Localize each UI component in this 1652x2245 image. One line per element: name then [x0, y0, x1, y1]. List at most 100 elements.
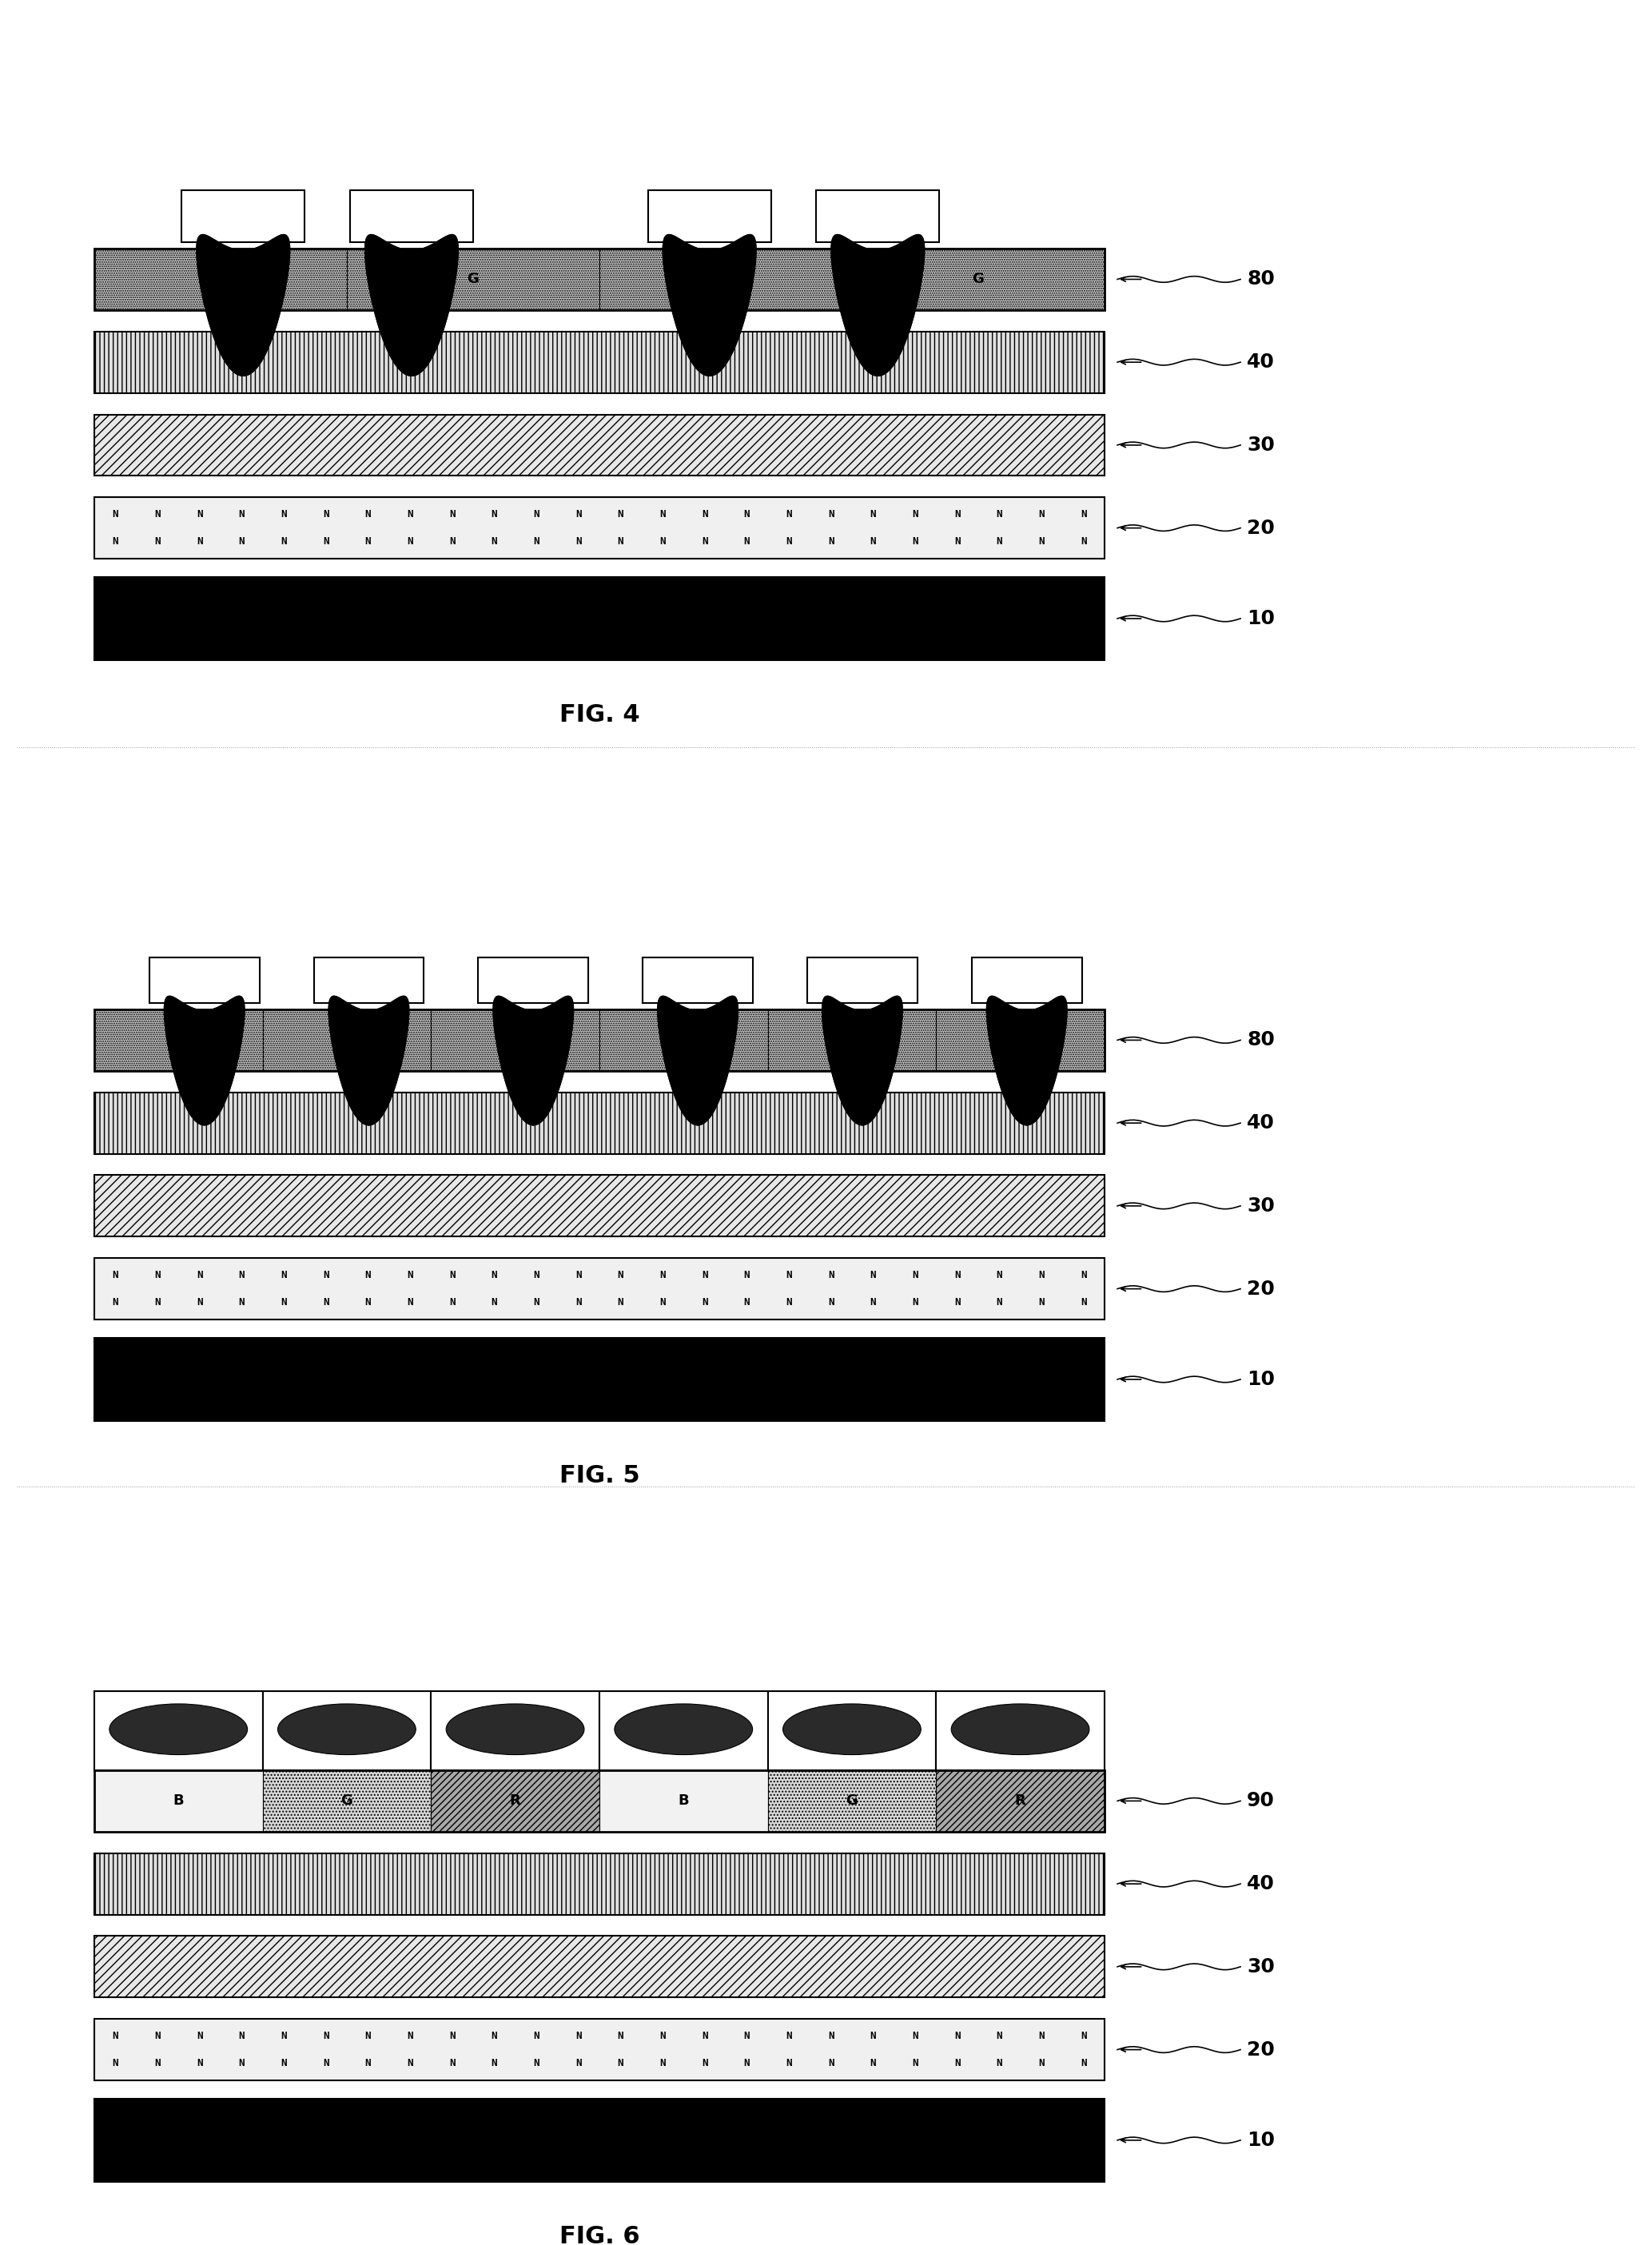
Text: N: N — [702, 2032, 707, 2041]
Text: N: N — [786, 510, 791, 519]
Text: G: G — [468, 272, 479, 287]
Text: N: N — [1039, 1271, 1044, 1280]
Text: N: N — [743, 537, 750, 548]
Text: N: N — [659, 537, 666, 548]
Bar — [94, 1257, 1105, 1320]
Bar — [937, 1771, 1105, 1832]
Text: N: N — [154, 1271, 160, 1280]
Text: N: N — [618, 537, 623, 548]
Text: N: N — [197, 2032, 203, 2041]
Bar — [182, 191, 304, 242]
Bar — [431, 1771, 600, 1832]
Text: N: N — [1080, 537, 1087, 548]
Text: N: N — [618, 1298, 623, 1307]
Text: N: N — [197, 510, 203, 519]
Bar — [94, 1935, 1105, 1998]
Text: N: N — [491, 2059, 497, 2068]
Text: N: N — [238, 510, 244, 519]
Text: B: B — [677, 1033, 689, 1048]
Bar — [94, 1690, 263, 1771]
Text: 90: 90 — [1247, 1792, 1275, 1809]
Text: N: N — [702, 510, 707, 519]
Text: 40: 40 — [1247, 1875, 1275, 1893]
Text: N: N — [743, 1298, 750, 1307]
Text: N: N — [575, 510, 582, 519]
Text: FIG. 4: FIG. 4 — [558, 703, 639, 725]
Text: N: N — [996, 1271, 1003, 1280]
Bar — [852, 249, 1105, 310]
Text: N: N — [322, 537, 329, 548]
Text: N: N — [575, 1271, 582, 1280]
Text: N: N — [912, 2059, 919, 2068]
Text: G: G — [846, 1794, 857, 1807]
Text: N: N — [238, 1298, 244, 1307]
Text: N: N — [365, 1271, 370, 1280]
Text: N: N — [238, 2059, 244, 2068]
Text: N: N — [197, 1271, 203, 1280]
Text: N: N — [365, 2032, 370, 2041]
Polygon shape — [662, 236, 757, 375]
Text: N: N — [912, 1298, 919, 1307]
Text: N: N — [996, 2059, 1003, 2068]
Bar — [816, 191, 940, 242]
Text: N: N — [449, 1298, 454, 1307]
Text: N: N — [154, 2059, 160, 2068]
Text: N: N — [912, 1271, 919, 1280]
Text: N: N — [322, 1271, 329, 1280]
Text: B: B — [173, 1033, 183, 1048]
Bar — [94, 415, 1105, 476]
Text: N: N — [996, 1298, 1003, 1307]
Text: 20: 20 — [1247, 1280, 1275, 1298]
Text: B: B — [215, 272, 226, 287]
Text: R: R — [510, 1033, 520, 1048]
Text: N: N — [828, 2032, 834, 2041]
Text: N: N — [1039, 1298, 1044, 1307]
Text: N: N — [575, 537, 582, 548]
Text: N: N — [659, 510, 666, 519]
Bar — [94, 1093, 1105, 1154]
Text: N: N — [1039, 510, 1044, 519]
Text: N: N — [406, 537, 413, 548]
Bar — [768, 1690, 937, 1771]
Text: N: N — [871, 537, 876, 548]
Text: N: N — [154, 2032, 160, 2041]
Bar — [263, 1690, 431, 1771]
Text: N: N — [1080, 510, 1087, 519]
Text: N: N — [406, 510, 413, 519]
Text: N: N — [449, 2032, 454, 2041]
Text: N: N — [238, 537, 244, 548]
Bar — [314, 956, 425, 1004]
Bar — [600, 1690, 768, 1771]
Bar — [431, 1690, 600, 1771]
Text: N: N — [491, 1298, 497, 1307]
Text: N: N — [534, 537, 539, 548]
Text: N: N — [238, 1271, 244, 1280]
Polygon shape — [197, 236, 289, 375]
Bar — [94, 249, 347, 310]
Bar — [263, 1010, 431, 1071]
Bar — [94, 1771, 263, 1832]
Polygon shape — [657, 997, 738, 1125]
Text: N: N — [828, 2059, 834, 2068]
Text: FIG. 6: FIG. 6 — [558, 2225, 639, 2245]
Text: N: N — [365, 510, 370, 519]
Bar — [94, 2018, 1105, 2081]
Text: N: N — [112, 510, 119, 519]
Text: N: N — [491, 1271, 497, 1280]
Bar — [431, 1010, 600, 1071]
Text: N: N — [871, 510, 876, 519]
Text: N: N — [575, 1298, 582, 1307]
Polygon shape — [986, 997, 1067, 1125]
Text: N: N — [197, 1298, 203, 1307]
Bar — [94, 1010, 1105, 1071]
Bar — [600, 249, 852, 310]
Ellipse shape — [952, 1704, 1089, 1756]
Text: N: N — [1080, 2059, 1087, 2068]
Text: N: N — [154, 537, 160, 548]
Text: N: N — [955, 1298, 960, 1307]
Text: N: N — [955, 510, 960, 519]
Ellipse shape — [783, 1704, 920, 1756]
Text: N: N — [491, 2032, 497, 2041]
Text: N: N — [238, 2032, 244, 2041]
Text: N: N — [365, 537, 370, 548]
